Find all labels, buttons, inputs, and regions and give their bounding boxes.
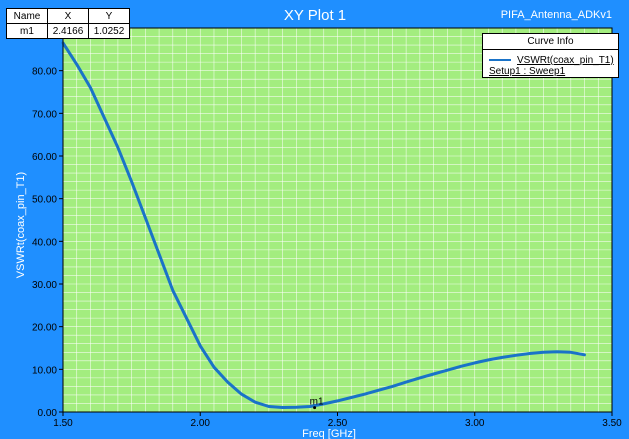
- marker-table-cell: m1: [6, 23, 48, 39]
- legend-series-name: VSWRt(coax_pin_T1): [517, 55, 614, 66]
- marker-point[interactable]: [313, 406, 317, 410]
- y-tick-label: 60.00: [32, 152, 57, 163]
- series-line: [61, 41, 586, 409]
- x-tick-label: 3.50: [602, 418, 622, 429]
- marker-table-cell: 1.0252: [88, 23, 130, 39]
- x-tick-label: 2.00: [191, 418, 211, 429]
- marker-table-header: X: [47, 8, 89, 24]
- marker-table-header: Name: [6, 8, 48, 24]
- marker-table-cell: 2.4166: [47, 23, 89, 39]
- y-tick-label: 80.00: [32, 67, 57, 78]
- y-tick-label: 70.00: [32, 109, 57, 120]
- marker-table-header-row: Name X Y: [6, 8, 130, 24]
- legend-setup: Setup1 : Sweep1: [489, 66, 566, 77]
- plot-border: [62, 27, 613, 413]
- y-tick-label: 40.00: [32, 237, 57, 248]
- y-tick-label: 20.00: [32, 323, 57, 334]
- y-tick-label: 30.00: [32, 280, 57, 291]
- marker-label: m1: [310, 397, 324, 408]
- marker-table-row[interactable]: m1 2.4166 1.0252: [6, 23, 130, 39]
- y-tick-label: 50.00: [32, 195, 57, 206]
- legend-entry[interactable]: VSWRt(coax_pin_T1): [489, 55, 614, 66]
- y-tick-label: 10.00: [32, 365, 57, 376]
- y-axis-label: VSWRt(coax_pin_T1): [15, 172, 27, 278]
- curve-info-header: Curve Info: [483, 34, 618, 50]
- marker-table-header: Y: [88, 8, 130, 24]
- x-tick-label: 1.50: [53, 418, 73, 429]
- y-tick-label: 0.00: [38, 408, 58, 419]
- project-name: PIFA_Antenna_ADKv1: [501, 9, 612, 21]
- chart-title: XY Plot 1: [284, 7, 346, 24]
- x-tick-label: 3.00: [465, 418, 485, 429]
- curve-info-legend[interactable]: Curve Info VSWRt(coax_pin_T1) Setup1 : S…: [482, 33, 619, 78]
- legend-swatch: [489, 59, 511, 62]
- x-axis-label: Freq [GHz]: [302, 428, 356, 439]
- marker-table: Name X Y m1 2.4166 1.0252: [6, 8, 130, 39]
- x-tick-label: 2.50: [328, 418, 348, 429]
